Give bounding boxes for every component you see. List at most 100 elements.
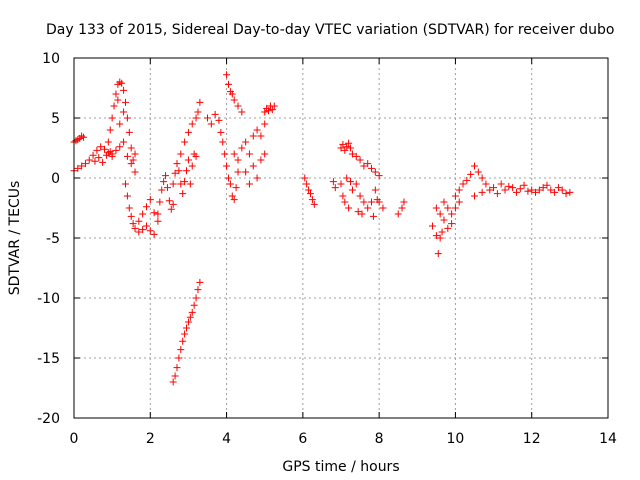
x-tick-label: 0	[70, 431, 79, 447]
data-point	[245, 150, 253, 158]
data-point	[104, 138, 112, 146]
y-tick-label: 10	[42, 51, 60, 67]
data-point	[204, 114, 211, 122]
data-point	[238, 144, 246, 152]
data-point	[162, 172, 170, 180]
x-tick-label: 2	[146, 431, 155, 447]
data-point	[528, 186, 536, 194]
data-point	[125, 128, 133, 136]
data-point	[451, 204, 459, 212]
data-point	[551, 188, 559, 196]
data-point	[482, 180, 490, 188]
data-point	[81, 160, 89, 168]
data-point	[93, 146, 101, 154]
data-point	[432, 232, 440, 240]
data-point	[101, 145, 109, 153]
data-point	[490, 184, 498, 192]
data-point	[261, 150, 269, 158]
data-point	[348, 150, 356, 158]
data-point	[196, 98, 204, 106]
data-point	[400, 198, 408, 206]
data-point	[120, 108, 128, 116]
data-point	[167, 205, 175, 213]
data-point	[108, 150, 116, 158]
data-point	[127, 144, 135, 152]
data-point	[398, 204, 406, 212]
data-point	[524, 187, 532, 195]
data-point	[375, 172, 383, 180]
data-point	[142, 222, 150, 230]
data-point	[310, 200, 318, 208]
data-point	[444, 204, 452, 212]
data-point	[183, 167, 191, 175]
data-point	[265, 107, 273, 115]
data-point	[509, 184, 517, 192]
data-point	[347, 178, 355, 186]
data-point	[169, 180, 177, 188]
data-point	[165, 197, 173, 205]
data-point	[116, 120, 124, 128]
data-point	[230, 96, 238, 104]
data-point	[558, 186, 566, 194]
data-point	[177, 150, 185, 158]
data-point	[440, 216, 448, 224]
y-axis-label: SDTVAR / TECUs	[7, 181, 23, 296]
data-point	[221, 150, 229, 158]
data-point	[434, 250, 442, 258]
data-point	[154, 217, 162, 225]
data-point	[150, 209, 158, 217]
data-point	[341, 198, 349, 206]
data-point	[339, 140, 347, 148]
data-point	[224, 174, 232, 182]
data-point	[129, 220, 137, 228]
data-point	[112, 90, 120, 98]
y-tick-label: 5	[51, 111, 60, 127]
data-point	[224, 80, 232, 88]
data-point	[249, 162, 257, 170]
y-tick-label: -10	[37, 291, 60, 307]
data-point	[181, 138, 189, 146]
data-point	[354, 208, 362, 216]
data-point	[181, 178, 189, 186]
data-point	[154, 210, 162, 218]
data-point	[179, 190, 187, 198]
data-point	[516, 185, 524, 193]
data-point	[146, 196, 154, 204]
data-point	[543, 181, 551, 189]
data-point	[471, 192, 478, 200]
data-point	[305, 186, 313, 194]
data-point	[440, 198, 448, 206]
data-point	[352, 152, 360, 160]
x-axis-label: GPS time / hours	[282, 459, 399, 475]
data-point	[173, 364, 181, 372]
data-point	[121, 180, 129, 188]
data-point	[194, 108, 202, 116]
data-point	[146, 227, 154, 235]
data-point	[217, 128, 225, 136]
data-point	[192, 152, 200, 160]
data-point	[444, 224, 452, 232]
points-layer	[70, 71, 574, 386]
plot-frame	[73, 57, 609, 419]
data-point	[360, 162, 368, 170]
data-point	[451, 192, 459, 200]
data-point	[463, 176, 471, 184]
data-point	[160, 178, 168, 186]
data-point	[192, 114, 200, 122]
y-tick-label: 0	[51, 171, 60, 187]
data-point	[188, 308, 196, 316]
data-point	[192, 294, 200, 302]
data-point	[455, 198, 463, 206]
data-point	[230, 150, 238, 158]
data-point	[345, 204, 353, 212]
data-point	[139, 226, 147, 234]
data-point	[448, 220, 456, 228]
data-point	[539, 184, 547, 192]
data-point	[337, 144, 345, 152]
data-point	[158, 186, 166, 194]
data-point	[183, 324, 191, 332]
data-point	[110, 102, 118, 110]
data-point	[535, 186, 543, 194]
data-point	[190, 301, 198, 309]
data-point	[532, 188, 540, 196]
